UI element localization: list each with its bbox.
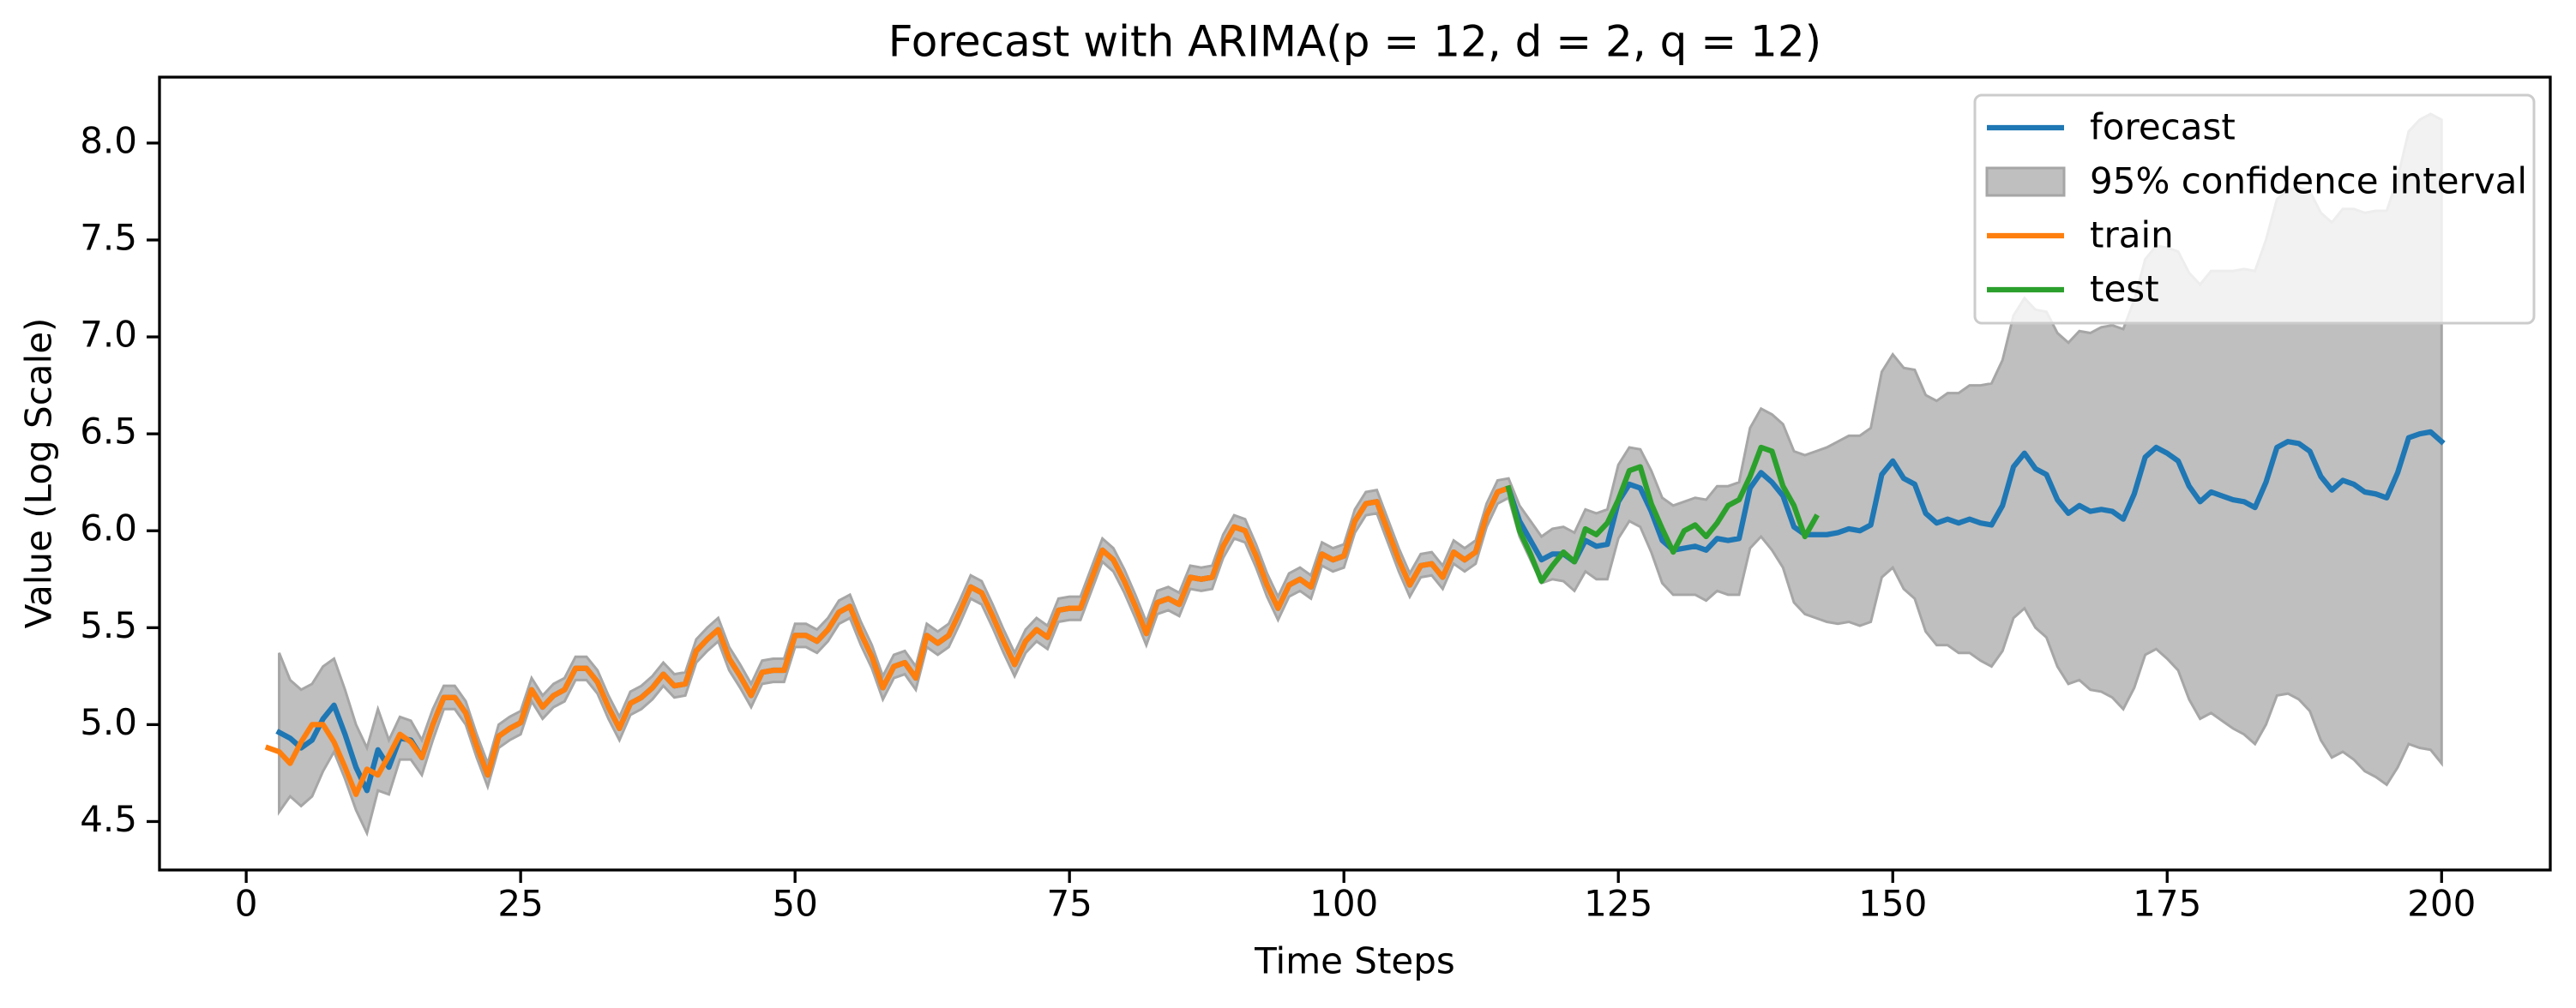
- legend-box: [1973, 93, 2536, 325]
- y-tick-label: 4.5: [80, 798, 137, 840]
- y-tick-label: 6.5: [80, 411, 137, 453]
- x-tick-label: 200: [2407, 883, 2476, 925]
- x-tick-label: 175: [2133, 883, 2201, 925]
- legend-label: 95% confidence interval: [2090, 160, 2527, 202]
- y-tick-label: 5.5: [80, 604, 137, 646]
- legend-label: forecast: [2090, 106, 2236, 148]
- chart-title: Forecast with ARIMA(p = 12, d = 2, q = 1…: [888, 17, 1821, 67]
- x-tick-label: 125: [1584, 883, 1652, 925]
- legend-label: train: [2090, 214, 2174, 256]
- legend-swatch: [1985, 166, 2066, 197]
- y-tick-label: 7.0: [80, 314, 137, 356]
- x-tick-label: 0: [235, 883, 258, 925]
- y-tick-label: 8.0: [80, 119, 137, 161]
- x-tick-label: 50: [772, 883, 817, 925]
- axes-frame: [158, 75, 2552, 872]
- series-line: [1505, 444, 1820, 585]
- x-tick-label: 150: [1858, 883, 1927, 925]
- y-tick-label: 7.5: [80, 216, 137, 258]
- x-tick-label: 75: [1046, 883, 1092, 925]
- series-line: [264, 484, 1513, 797]
- x-tick-label: 100: [1309, 883, 1378, 925]
- x-tick-label: 25: [497, 883, 543, 925]
- x-axis-label: Time Steps: [1254, 940, 1455, 982]
- y-tick-label: 6.0: [80, 507, 137, 549]
- y-axis-label: Value (Log Scale): [18, 318, 60, 629]
- legend-label: test: [2090, 268, 2159, 310]
- y-tick-label: 5.0: [80, 701, 137, 743]
